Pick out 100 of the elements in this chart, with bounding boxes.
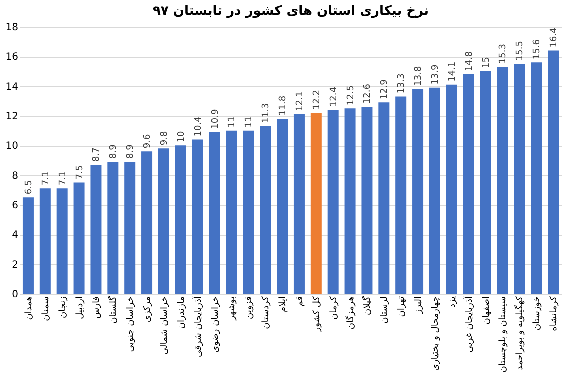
- bar: [260, 126, 272, 294]
- data-label: 11: [228, 116, 238, 128]
- data-label: 12.9: [380, 79, 390, 100]
- data-label: 12.2: [312, 90, 322, 110]
- x-tick-label: زنجان: [58, 296, 68, 319]
- bar: [531, 62, 542, 294]
- x-tick-label: تهران: [397, 296, 408, 318]
- x-tick-label: سیستان و بلوچستان: [498, 296, 509, 373]
- y-tick-label: 12: [6, 112, 18, 122]
- x-tick-label: مازندران: [176, 296, 187, 330]
- y-tick-label: 0: [12, 290, 18, 300]
- x-tick-label: یزد: [448, 296, 458, 308]
- data-label: 12.5: [346, 86, 356, 106]
- x-tick-label: اردبیل: [75, 296, 86, 320]
- bar: [192, 140, 204, 294]
- data-label: 10.9: [210, 109, 221, 130]
- bar: [226, 130, 238, 294]
- x-tick-label: البرز: [414, 296, 424, 315]
- bar: [108, 162, 119, 294]
- bar: [142, 152, 153, 294]
- data-label: 9.6: [143, 134, 154, 149]
- x-tick-label: هرمزگان: [344, 296, 356, 330]
- bar: [514, 64, 526, 294]
- data-label: 8.7: [92, 148, 102, 162]
- data-label: 13.8: [414, 66, 424, 86]
- data-label: 13.3: [397, 74, 408, 94]
- data-label: 7.1: [41, 171, 52, 186]
- bar: [74, 182, 85, 294]
- x-tick-label: سمنان: [41, 296, 52, 322]
- x-tick-label: کل کشور: [312, 296, 322, 333]
- data-label: 10.4: [194, 116, 204, 137]
- data-label: 11.8: [278, 96, 289, 116]
- x-tick-label: ایلام: [278, 296, 289, 312]
- data-label: 11.3: [262, 103, 272, 124]
- x-tick-label: گیلان: [361, 296, 374, 316]
- data-label: 15.6: [532, 39, 543, 60]
- y-tick-label: 8: [12, 170, 18, 182]
- x-tick-label: چهارمحال و بختیاری: [430, 296, 441, 372]
- bar: [463, 74, 474, 294]
- y-tick-label: 14: [6, 82, 18, 93]
- x-tick-label: اصفهان: [482, 296, 492, 325]
- x-tick-label: خراسان جنوبی: [126, 296, 136, 352]
- bar: [396, 96, 407, 294]
- x-tick-label: لرستان: [380, 296, 390, 324]
- bar: [209, 132, 220, 294]
- x-tick-label: کرمانشاه: [550, 296, 560, 332]
- y-tick-label: 10: [6, 141, 18, 152]
- data-label: 14.1: [448, 62, 458, 82]
- data-label: 15: [482, 57, 492, 68]
- data-label: 7.5: [75, 165, 86, 180]
- x-tick-label: آذربایجان شرقی: [192, 296, 204, 358]
- x-tick-label: خراسان رضوی: [210, 296, 221, 353]
- data-label: 9.8: [160, 131, 170, 146]
- x-tick-label: بوشهر: [228, 296, 238, 322]
- bar: [277, 118, 288, 294]
- x-tick-label: فارس: [92, 296, 102, 319]
- x-tick-label: خوزستان: [532, 296, 543, 331]
- x-tick-label: همدان: [24, 296, 34, 320]
- bar: [328, 110, 339, 294]
- data-label: 10: [176, 130, 187, 143]
- bar: [243, 130, 254, 294]
- data-label: 11: [244, 116, 255, 128]
- bar: [294, 114, 305, 294]
- bar: [90, 164, 102, 294]
- x-tick-label: کهگیلویه و بویراحمد: [514, 296, 526, 370]
- y-tick-label: 4: [12, 230, 18, 242]
- bar: [344, 108, 356, 294]
- y-tick-label: 16: [6, 52, 18, 64]
- data-label: 13.9: [430, 64, 441, 85]
- bar: [362, 107, 373, 294]
- data-label: 7.1: [58, 171, 68, 186]
- y-tick-label: 6: [12, 200, 18, 212]
- data-label: 14.8: [464, 51, 475, 72]
- x-tick-label: قزوین: [244, 296, 255, 320]
- x-tick-label: مرکزی: [143, 296, 154, 323]
- x-tick-label: گلستان: [107, 296, 120, 324]
- bar: [175, 146, 186, 294]
- bar: [310, 113, 322, 294]
- data-label: 16.4: [550, 27, 560, 48]
- bar: [56, 188, 68, 294]
- data-label: 12.4: [329, 86, 340, 108]
- bar: [429, 88, 440, 294]
- chart-title: نرخ بیکاری استان های کشور در تابستان ۹۷: [153, 4, 429, 19]
- data-label: 12.1: [295, 91, 306, 112]
- bar: [548, 50, 560, 294]
- data-label: 12.6: [363, 84, 374, 104]
- x-tick-label: آذربایجان غربی: [462, 296, 475, 353]
- data-label: 15.5: [516, 41, 526, 62]
- bar: [412, 89, 424, 294]
- x-tick-label: خراسان شمالی: [160, 296, 170, 356]
- bar: [22, 198, 34, 294]
- data-label: 8.9: [126, 144, 136, 159]
- bar: [378, 102, 390, 294]
- bar: [158, 148, 170, 294]
- y-tick-label: 2: [12, 260, 18, 271]
- x-tick-label: کرمان: [329, 296, 340, 320]
- bar: [497, 67, 508, 294]
- bar: [40, 188, 51, 294]
- bar: [446, 84, 458, 294]
- bar: [124, 162, 136, 294]
